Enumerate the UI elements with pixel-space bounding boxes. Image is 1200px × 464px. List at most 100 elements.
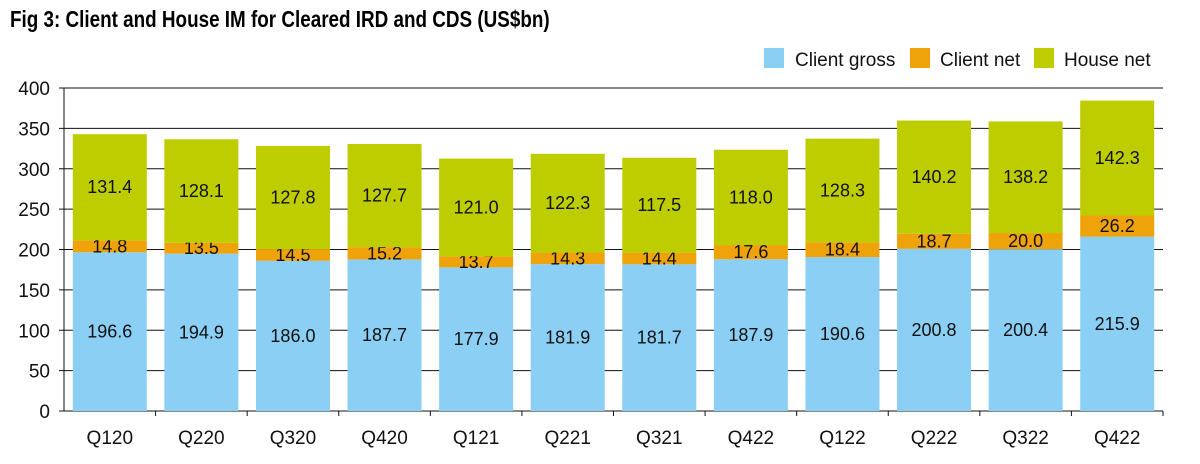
data-label: 196.6 [87, 322, 132, 342]
bar-client-gross [530, 264, 605, 411]
bar-client-net [713, 245, 788, 260]
data-label: 186.0 [270, 326, 315, 346]
data-label: 17.6 [733, 242, 768, 262]
bar-client-gross [347, 259, 422, 411]
legend-label: Client net [940, 50, 1021, 71]
bar-client-net [805, 242, 880, 258]
bar-client-net [164, 242, 239, 254]
bar-house-net [347, 144, 422, 248]
bar-client-gross [164, 253, 239, 411]
data-label: 13.5 [184, 238, 219, 258]
data-label: 200.8 [912, 320, 957, 340]
bar-client-net [72, 240, 147, 253]
data-label: 127.7 [362, 186, 407, 206]
data-label: 121.0 [454, 197, 499, 217]
bar-client-gross [1080, 236, 1155, 411]
y-tick-label: 350 [18, 119, 50, 140]
data-label: 215.9 [1095, 314, 1140, 334]
data-label: 117.5 [637, 195, 681, 215]
data-label: 177.9 [454, 329, 499, 349]
data-label: 181.7 [637, 328, 682, 348]
data-label: 131.4 [87, 177, 132, 197]
bar-house-net [530, 153, 605, 253]
bar-client-gross [988, 249, 1063, 411]
data-label: 13.7 [459, 252, 494, 272]
x-tick-label: Q222 [911, 428, 957, 449]
y-tick-label: 400 [18, 79, 50, 100]
data-label: 128.3 [820, 180, 865, 200]
y-tick-label: 300 [18, 160, 50, 181]
x-tick-label: Q221 [544, 428, 590, 449]
x-tick-label: Q220 [178, 428, 224, 449]
bar-client-net [988, 233, 1063, 250]
x-tick-label: Q122 [819, 428, 865, 449]
bar-client-gross [897, 248, 972, 411]
legend-swatch [1034, 48, 1054, 68]
data-label: 26.2 [1100, 216, 1135, 236]
bar-client-gross [805, 257, 880, 411]
bar-house-net [713, 149, 788, 246]
bar-client-net [897, 233, 972, 249]
data-label: 15.2 [367, 243, 402, 263]
data-label: 187.9 [728, 325, 773, 345]
bar-house-net [897, 120, 972, 234]
data-label: 181.9 [545, 328, 590, 348]
bar-house-net [72, 134, 147, 241]
legend-swatch [764, 48, 784, 68]
bar-client-gross [713, 259, 788, 411]
legend-label: House net [1064, 50, 1151, 71]
x-tick-label: Q321 [636, 428, 682, 449]
data-label: 122.3 [545, 193, 590, 213]
x-tick-label: Q422 [728, 428, 774, 449]
data-label: 14.4 [642, 248, 677, 268]
data-label: 142.3 [1095, 148, 1140, 168]
data-label: 118.0 [729, 187, 773, 207]
x-tick-label: Q320 [270, 428, 316, 449]
y-tick-label: 200 [18, 241, 50, 262]
data-label: 18.4 [825, 240, 860, 260]
y-tick-label: 50 [29, 362, 50, 383]
data-label: 14.3 [550, 248, 585, 268]
data-label: 187.7 [362, 325, 407, 345]
x-tick-label: Q420 [361, 428, 407, 449]
bar-client-net [439, 256, 514, 268]
bar-client-net [255, 249, 330, 261]
data-label: 138.2 [1003, 167, 1048, 187]
bar-house-net [805, 138, 880, 243]
y-tick-label: 0 [39, 402, 50, 423]
chart-title: Fig 3: Client and House IM for Cleared I… [10, 6, 550, 32]
y-tick-label: 150 [18, 281, 50, 302]
data-label: 18.7 [917, 231, 952, 251]
bar-client-gross [72, 252, 147, 411]
bar-house-net [164, 139, 239, 243]
x-tick-label: Q422 [1094, 428, 1140, 449]
bar-house-net [439, 158, 514, 257]
legend-swatch [910, 48, 930, 68]
bar-client-net [530, 252, 605, 265]
data-label: 200.4 [1003, 320, 1048, 340]
x-tick-label: Q322 [1002, 428, 1048, 449]
data-label: 20.0 [1008, 231, 1043, 251]
data-label: 14.8 [92, 236, 127, 256]
data-label: 194.9 [179, 322, 224, 342]
x-tick-label: Q120 [87, 428, 133, 449]
bar-house-net [255, 145, 330, 250]
bar-client-net [1080, 215, 1155, 237]
data-label: 128.1 [179, 181, 224, 201]
data-label: 127.8 [270, 187, 315, 207]
bar-client-net [622, 252, 697, 265]
bar-client-gross [255, 260, 330, 411]
bar-house-net [1080, 100, 1155, 216]
y-tick-label: 100 [18, 321, 50, 342]
bar-client-gross [439, 267, 514, 411]
y-tick-label: 250 [18, 200, 50, 221]
data-label: 190.6 [820, 324, 865, 344]
x-tick-label: Q121 [453, 428, 499, 449]
data-label: 140.2 [912, 167, 957, 187]
bar-house-net [622, 157, 697, 253]
data-label: 14.5 [275, 245, 310, 265]
bar-client-net [347, 247, 422, 260]
bar-house-net [988, 121, 1063, 234]
bar-client-gross [622, 264, 697, 411]
